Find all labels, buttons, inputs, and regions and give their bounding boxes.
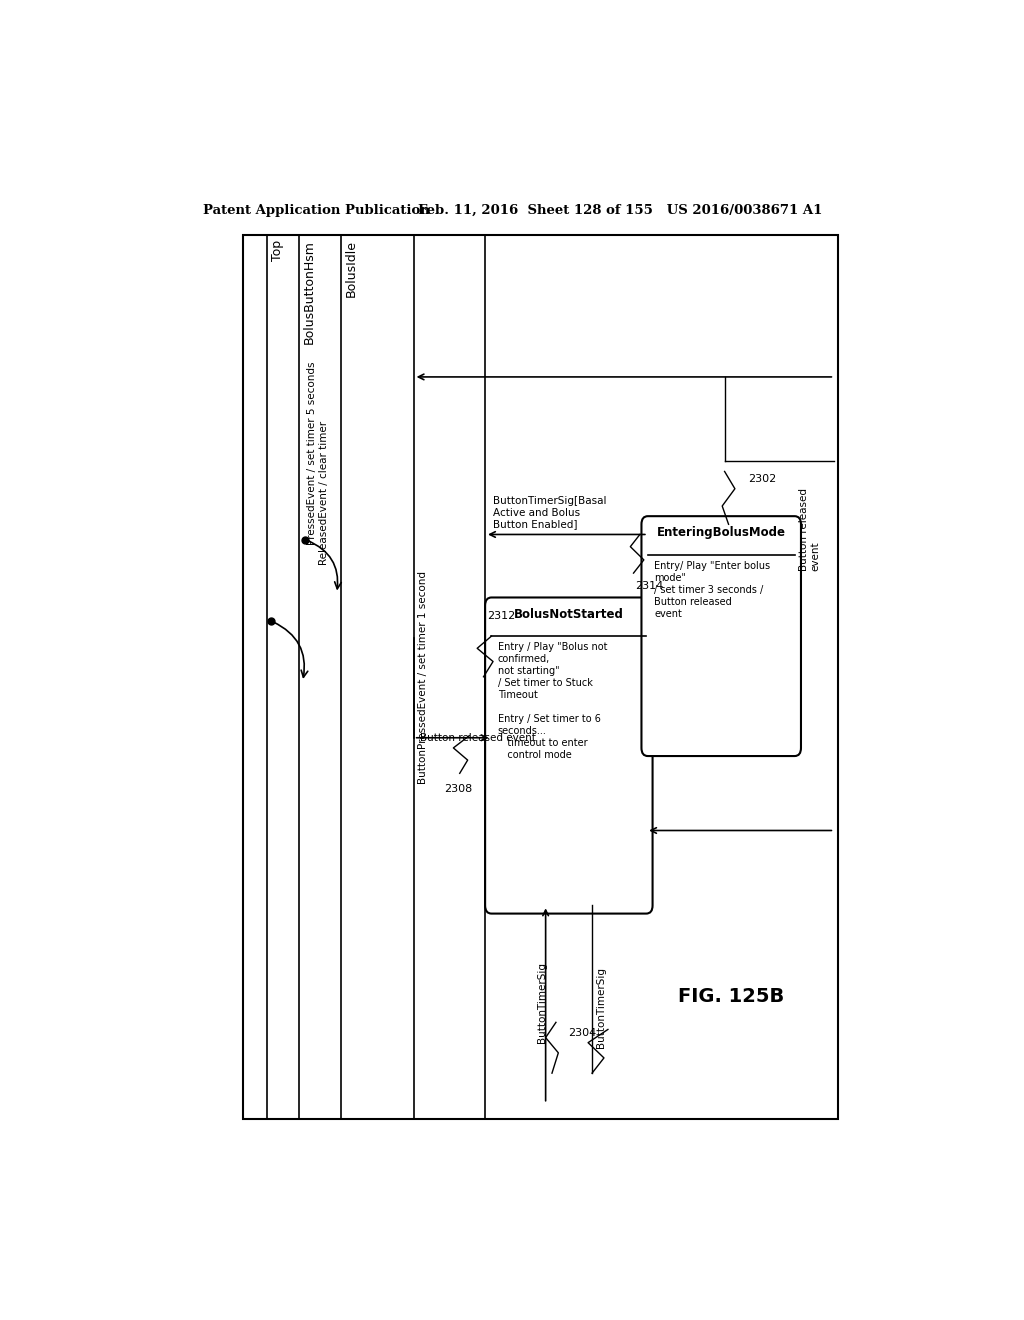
Text: Entry / Play "Bolus not
confirmed,
not starting"
/ Set timer to Stuck
Timeout

E: Entry / Play "Bolus not confirmed, not s… <box>498 643 607 760</box>
Text: Button released event: Button released event <box>420 733 536 743</box>
FancyArrowPatch shape <box>307 541 341 589</box>
FancyBboxPatch shape <box>641 516 801 756</box>
Text: Button released
event: Button released event <box>799 488 820 570</box>
Text: Patent Application Publication: Patent Application Publication <box>204 205 430 216</box>
Text: ButtonPressedEvent / set timer 1 second: ButtonPressedEvent / set timer 1 second <box>418 572 428 784</box>
FancyArrowPatch shape <box>273 622 308 677</box>
Text: Entry/ Play "Enter bolus
mode"
/ set timer 3 seconds /
Button released
event: Entry/ Play "Enter bolus mode" / set tim… <box>654 561 770 619</box>
Text: 2314: 2314 <box>635 581 664 591</box>
Text: EnteringBolusMode: EnteringBolusMode <box>656 527 785 540</box>
Text: BolusNotStarted: BolusNotStarted <box>514 607 624 620</box>
Text: 2304: 2304 <box>568 1027 596 1038</box>
Text: Top: Top <box>270 240 284 261</box>
Text: 2302: 2302 <box>749 474 776 483</box>
Text: ButtonTimerSig[Basal
Active and Bolus
Button Enabled]: ButtonTimerSig[Basal Active and Bolus Bu… <box>494 496 606 529</box>
Text: ReleasedEvent / clear timer: ReleasedEvent / clear timer <box>318 421 329 565</box>
Bar <box>243 235 839 1119</box>
Text: ButtonTimerSig: ButtonTimerSig <box>537 962 547 1043</box>
Text: PressedEvent / set timer 5 seconds: PressedEvent / set timer 5 seconds <box>307 362 316 545</box>
Text: 2312: 2312 <box>487 611 516 620</box>
Text: 2308: 2308 <box>443 784 472 793</box>
Text: BolusIdle: BolusIdle <box>345 240 357 297</box>
Text: ButtonTimerSig: ButtonTimerSig <box>596 966 606 1048</box>
Text: BolusButtonHsm: BolusButtonHsm <box>303 240 315 343</box>
Text: FIG. 125B: FIG. 125B <box>678 987 784 1006</box>
FancyBboxPatch shape <box>485 598 652 913</box>
Text: Feb. 11, 2016  Sheet 128 of 155   US 2016/0038671 A1: Feb. 11, 2016 Sheet 128 of 155 US 2016/0… <box>418 205 822 216</box>
